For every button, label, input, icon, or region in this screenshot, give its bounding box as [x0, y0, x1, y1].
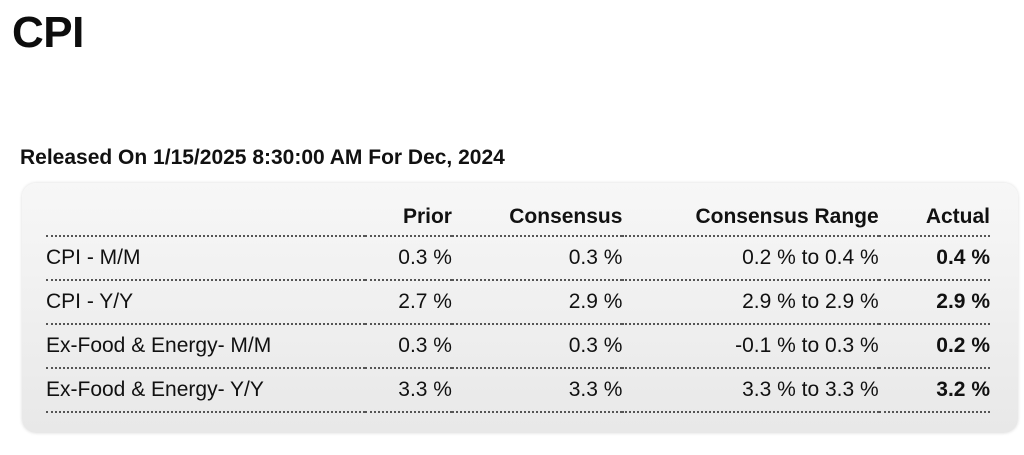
- consensus-range-value: -0.1 % to 0.3 %: [622, 324, 879, 369]
- header-prior: Prior: [364, 197, 452, 237]
- prior-value: 2.7 %: [364, 280, 452, 325]
- consensus-value: 0.3 %: [451, 236, 623, 281]
- actual-value: 0.2 %: [878, 324, 990, 369]
- consensus-value: 2.9 %: [451, 280, 623, 325]
- consensus-value: 0.3 %: [451, 324, 623, 369]
- consensus-range-value: 0.2 % to 0.4 %: [622, 236, 879, 281]
- page-title: CPI: [12, 8, 84, 57]
- prior-value: 0.3 %: [364, 324, 452, 369]
- consensus-value: 3.3 %: [451, 368, 623, 413]
- row-label: Ex-Food & Energy- M/M: [46, 324, 365, 369]
- row-label: CPI - Y/Y: [46, 280, 365, 325]
- table-row: Ex-Food & Energy- M/M 0.3 % 0.3 % -0.1 %…: [46, 324, 990, 369]
- header-consensus: Consensus: [451, 197, 623, 237]
- row-label: CPI - M/M: [46, 236, 365, 281]
- prior-value: 0.3 %: [364, 236, 452, 281]
- table-row: CPI - Y/Y 2.7 % 2.9 % 2.9 % to 2.9 % 2.9…: [46, 280, 990, 325]
- header-actual: Actual: [878, 197, 990, 237]
- cpi-data-table: Prior Consensus Consensus Range Actual C…: [46, 197, 990, 413]
- consensus-range-value: 2.9 % to 2.9 %: [622, 280, 879, 325]
- table-header-row: Prior Consensus Consensus Range Actual: [46, 197, 990, 237]
- actual-value: 3.2 %: [878, 368, 990, 413]
- header-label: [46, 197, 365, 237]
- actual-value: 2.9 %: [878, 280, 990, 325]
- prior-value: 3.3 %: [364, 368, 452, 413]
- row-label: Ex-Food & Energy- Y/Y: [46, 368, 365, 413]
- consensus-range-value: 3.3 % to 3.3 %: [622, 368, 879, 413]
- table-row: CPI - M/M 0.3 % 0.3 % 0.2 % to 0.4 % 0.4…: [46, 236, 990, 281]
- header-consensus-range: Consensus Range: [622, 197, 879, 237]
- table-row: Ex-Food & Energy- Y/Y 3.3 % 3.3 % 3.3 % …: [46, 368, 990, 413]
- release-info: Released On 1/15/2025 8:30:00 AM For Dec…: [20, 146, 505, 169]
- actual-value: 0.4 %: [878, 236, 990, 281]
- data-table-container: Prior Consensus Consensus Range Actual C…: [22, 183, 1018, 433]
